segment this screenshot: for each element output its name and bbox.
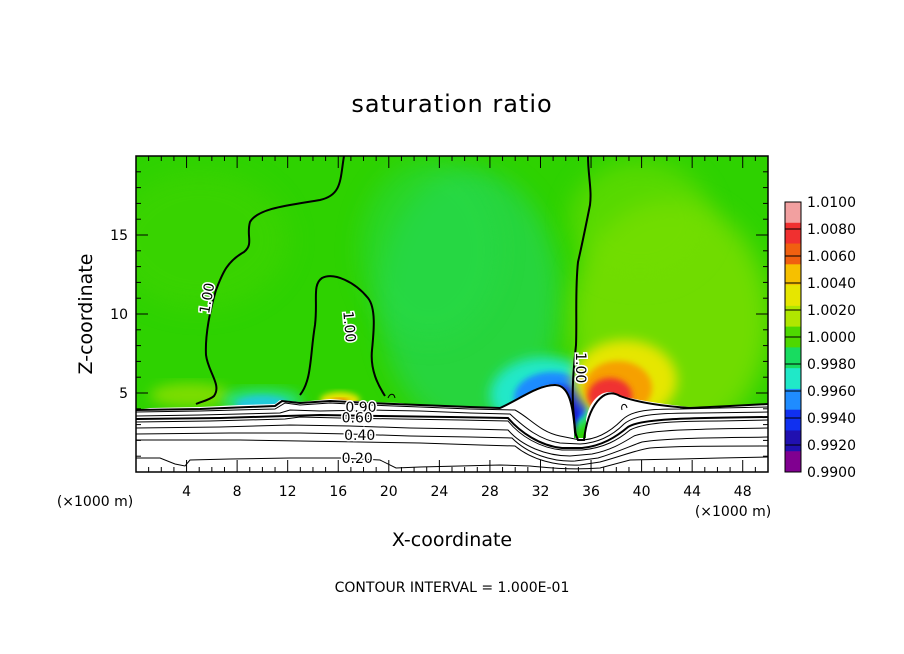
contour-label: 0.20 xyxy=(342,451,373,467)
field-shade-right-top xyxy=(570,160,710,280)
colorbar-label: 0.9920 xyxy=(807,438,856,454)
colorbar-swatch xyxy=(785,430,801,452)
contour-100-left xyxy=(195,156,345,405)
colorbar-swatch xyxy=(785,285,801,307)
x-tick-label: 44 xyxy=(683,484,701,500)
contour-interval-note: CONTOUR INTERVAL = 1.000E-01 xyxy=(335,580,570,596)
x-tick-label: 32 xyxy=(532,484,550,500)
contour-label: 1.00 xyxy=(339,311,358,343)
colorbar-label: 1.0060 xyxy=(807,249,856,265)
contour-line-f xyxy=(136,439,768,466)
contour-line-e xyxy=(136,432,768,462)
contour-100-right xyxy=(571,156,592,437)
colorbar-swatch xyxy=(785,264,801,286)
contour-line-c xyxy=(136,416,768,451)
contour-surface-2 xyxy=(136,413,768,449)
x-tick-label: 36 xyxy=(582,484,600,500)
colorbar-label: 1.0100 xyxy=(807,195,856,211)
x-tick-label: 24 xyxy=(430,484,448,500)
x-tick-label: 16 xyxy=(329,484,347,500)
colorbar-swatch xyxy=(785,451,801,473)
colorbar-swatch xyxy=(785,347,801,369)
contour-label-group: 0.60 xyxy=(340,409,374,428)
x-axis-label: X-coordinate xyxy=(392,529,512,551)
contour-labels: 1.001.001.000.900.600.400.20 xyxy=(196,280,590,468)
field-white-region xyxy=(136,384,768,472)
contour-small-loop xyxy=(621,403,628,411)
x-tick-label: 48 xyxy=(734,484,752,500)
colorbar-swatch xyxy=(785,368,801,390)
x-unit-left: (×1000 m) xyxy=(57,494,133,510)
contour-label-group: 0.20 xyxy=(340,449,374,468)
field-shade-upper-left xyxy=(136,170,290,310)
field-shade-lowleft xyxy=(150,383,230,407)
colorbar-label: 1.0080 xyxy=(807,222,856,238)
colorbar: 1.0100 1.0080 1.0060 1.0040 1.0020 1.0000 0.99… xyxy=(784,195,856,481)
x-tick-label: 12 xyxy=(279,484,297,500)
colorbar-swatch xyxy=(785,243,801,265)
contour-label-group: 1.00 xyxy=(570,351,589,385)
contour-line-d xyxy=(136,424,768,457)
colorbar-label: 1.0000 xyxy=(807,330,856,346)
y-axis-label: Z-coordinate xyxy=(75,254,97,375)
contour-small-bump xyxy=(387,393,396,399)
contour-label: 0.40 xyxy=(344,428,375,444)
x-tick-label: 28 xyxy=(481,484,499,500)
colorbar-swatch xyxy=(785,388,801,411)
contour-label: 1.00 xyxy=(572,352,588,383)
plot-area xyxy=(136,156,768,472)
contour-label: 0.90 xyxy=(345,400,376,416)
upper-contours xyxy=(195,156,592,437)
x-tick-label: 40 xyxy=(633,484,651,500)
colorbar-label: 0.9960 xyxy=(807,384,856,400)
contour-label-group: 0.90 xyxy=(344,399,378,418)
y-axis: 5 10 15 xyxy=(110,171,768,457)
y-tick-label: 15 xyxy=(110,228,128,244)
x-tick-label: 8 xyxy=(233,484,242,500)
y-tick-label: 5 xyxy=(119,386,128,402)
colorbar-label: 0.9900 xyxy=(807,465,856,481)
colorbar-swatch xyxy=(785,202,801,224)
contour-line-b xyxy=(136,409,768,445)
x-axis: 4 8 12 16 20 24 28 32 36 40 44 48 xyxy=(148,156,756,500)
colorbar-label: 1.0020 xyxy=(807,303,856,319)
field-shade-center xyxy=(360,160,500,340)
contour-label-group: 0.40 xyxy=(343,426,377,445)
contour-100-middle xyxy=(299,275,386,397)
contour-label-group: 1.00 xyxy=(338,309,360,344)
contour-label: 0.60 xyxy=(342,410,373,426)
contour-line-g xyxy=(136,456,768,470)
colorbar-label: 1.0040 xyxy=(807,276,856,292)
x-tick-label: 4 xyxy=(182,484,191,500)
colorbar-swatch xyxy=(785,305,801,328)
y-tick-label: 10 xyxy=(110,307,128,323)
chart-title: saturation ratio xyxy=(351,90,552,118)
x-tick-label: 20 xyxy=(380,484,398,500)
x-unit-right: (×1000 m) xyxy=(695,504,771,520)
colorbar-swatch xyxy=(785,409,801,431)
colorbar-label: 0.9940 xyxy=(807,411,856,427)
colorbar-label: 0.9980 xyxy=(807,357,856,373)
colorbar-swatch xyxy=(785,222,801,245)
